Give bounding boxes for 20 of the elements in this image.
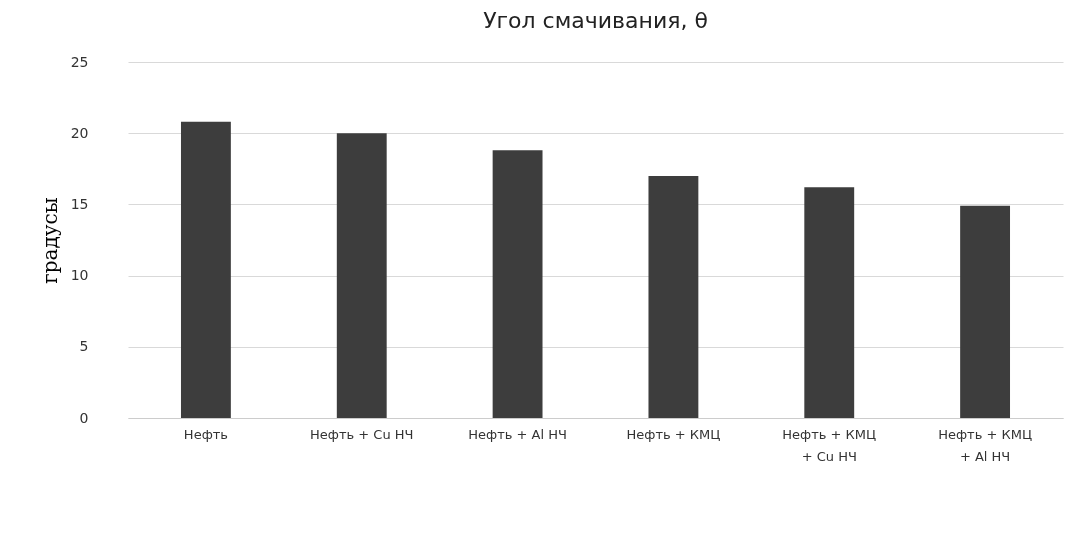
- y-tick-label: 25: [70, 53, 89, 70]
- bar: [960, 205, 1011, 418]
- y-tick-label: 20: [70, 124, 89, 141]
- y-tick-label: 5: [79, 338, 89, 355]
- bar: [648, 175, 699, 418]
- bar: [336, 133, 387, 418]
- x-tick-label: Нефть + Cu НЧ: [310, 426, 414, 442]
- chart-title: Угол смачивания, θ: [483, 8, 708, 33]
- y-tick-label: 15: [70, 195, 89, 212]
- bar: [492, 150, 543, 418]
- x-tick-label: Нефть + Al НЧ: [468, 426, 567, 442]
- x-tick-label: Нефть + КМЦ: [626, 426, 721, 442]
- x-tick-label: Нефть: [183, 426, 228, 442]
- y-tick-label: 10: [70, 267, 89, 284]
- x-tick-label: Нефть + КМЦ + Al НЧ: [938, 426, 1032, 464]
- y-axis-title: градусы: [37, 197, 62, 284]
- bar: [804, 187, 855, 418]
- x-tick-label: Нефть + КМЦ + Cu НЧ: [782, 426, 877, 464]
- bar: [180, 121, 231, 418]
- y-tick-label: 0: [79, 409, 89, 426]
